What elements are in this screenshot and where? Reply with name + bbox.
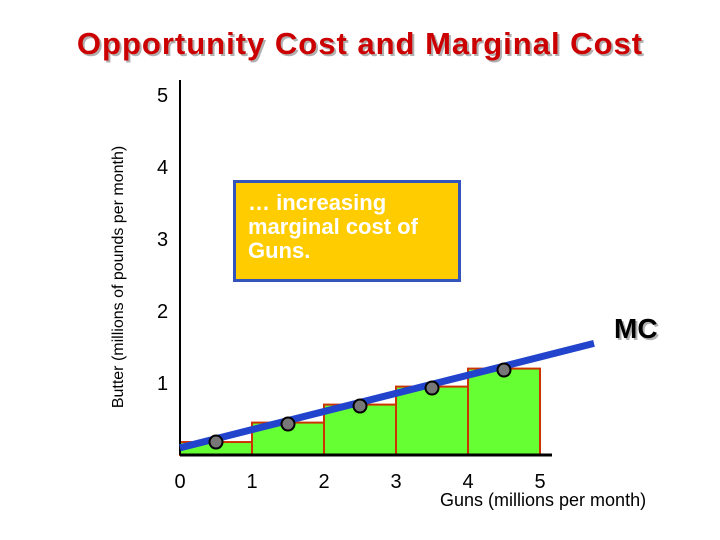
x-tick-label-2: 2 [318, 471, 329, 493]
mc-point-4 [496, 362, 512, 378]
x-axis-label: Guns (millions per month) [440, 490, 647, 510]
y-tick-label-1: 1 [157, 373, 168, 395]
mc-label: MC [614, 313, 658, 344]
y-tick-label-2: 2 [157, 301, 168, 323]
x-tick-label-1: 1 [246, 471, 257, 493]
y-tick-label-4: 4 [157, 157, 168, 179]
mc-point-2 [352, 398, 368, 414]
x-tick-label-3: 3 [390, 471, 401, 493]
callout-box: … increasing marginal cost of Guns. [233, 180, 461, 282]
mc-line [179, 340, 595, 452]
y-tick-label-3: 3 [157, 229, 168, 251]
mc-point-3 [424, 380, 440, 396]
x-tick-label-4: 4 [462, 471, 473, 493]
y-axis-label: Butter (millions of pounds per month) [110, 145, 127, 409]
y-tick-label-5: 5 [157, 85, 168, 107]
x-tick-label-0: 0 [174, 471, 185, 493]
bar-3 [395, 385, 469, 457]
bar-4 [467, 367, 541, 457]
x-tick-label-5: 5 [534, 471, 545, 493]
mc-point-0 [208, 434, 224, 450]
chart-title: Opportunity Cost and Marginal Cost [76, 26, 644, 61]
mc-point-1 [280, 416, 296, 432]
